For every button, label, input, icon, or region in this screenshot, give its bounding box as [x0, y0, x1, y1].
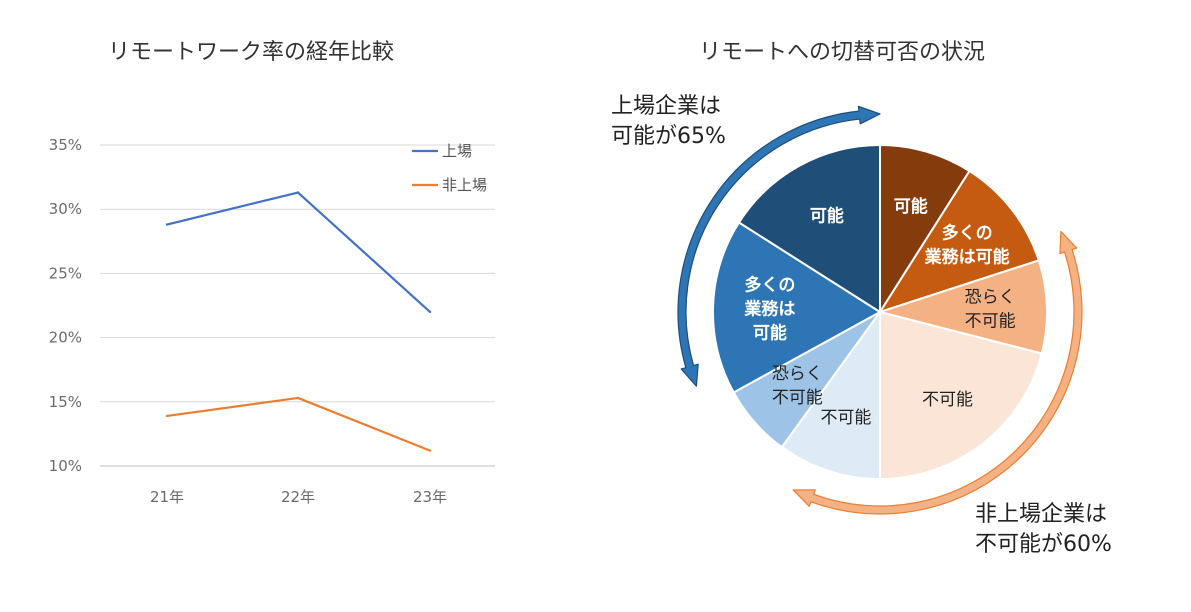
data-point	[428, 310, 432, 314]
legend-label: 非上場	[442, 176, 487, 194]
slice-label: 恐らく不可能	[772, 364, 823, 408]
slice-label: 多くの業務は可能	[925, 222, 1010, 267]
pie-slice	[876, 259, 1048, 355]
unlisted-callout: 非上場企業は 不可能が60%	[975, 500, 1112, 560]
legend-label: 上場	[442, 142, 472, 160]
slice-label: 可能	[810, 205, 844, 226]
series-line-0	[166, 191, 431, 313]
x-tick-label: 23年	[413, 488, 447, 506]
line-chart-title: リモートワーク率の経年比較	[108, 40, 395, 65]
data-point	[296, 396, 300, 400]
unlisted-arrow	[792, 230, 1083, 515]
y-tick-label: 30%	[49, 200, 82, 218]
slice-label: 多くの業務は可能	[744, 275, 795, 344]
data-point	[165, 223, 169, 226]
pie-slice	[712, 221, 882, 394]
y-tick-label: 20%	[49, 329, 82, 347]
pie-slice	[780, 308, 881, 481]
pie-chart-title: リモートへの切替可否の状況	[699, 40, 986, 65]
y-tick-label: 10%	[49, 457, 82, 475]
listed-callout: 上場企業は 可能が65%	[611, 92, 726, 152]
pie-slice	[879, 143, 971, 316]
slice-label: 不可能	[820, 408, 871, 428]
data-point	[428, 449, 432, 452]
data-point	[165, 414, 169, 418]
slice-label: 不可能	[922, 390, 973, 410]
listed-callout-line1: 上場企業は	[611, 94, 722, 119]
x-tick-label: 22年	[281, 488, 315, 506]
listed-callout-line2: 可能が65%	[611, 124, 726, 149]
y-tick-label: 15%	[49, 393, 82, 411]
slice-label: 可能	[894, 196, 928, 217]
series-line-1	[166, 396, 431, 452]
pie-slice	[737, 143, 881, 314]
unlisted-callout-line2: 不可能が60%	[975, 532, 1112, 557]
x-tick-label: 21年	[150, 488, 184, 506]
y-tick-label: 35%	[49, 136, 82, 154]
data-point	[296, 191, 300, 194]
slice-label: 恐らく不可能	[965, 288, 1016, 332]
pie-slice	[879, 310, 1043, 481]
unlisted-callout-line1: 非上場企業は	[975, 502, 1108, 527]
pie-slice	[877, 169, 1041, 314]
listed-arrow	[677, 105, 881, 387]
y-tick-label: 25%	[49, 264, 82, 282]
